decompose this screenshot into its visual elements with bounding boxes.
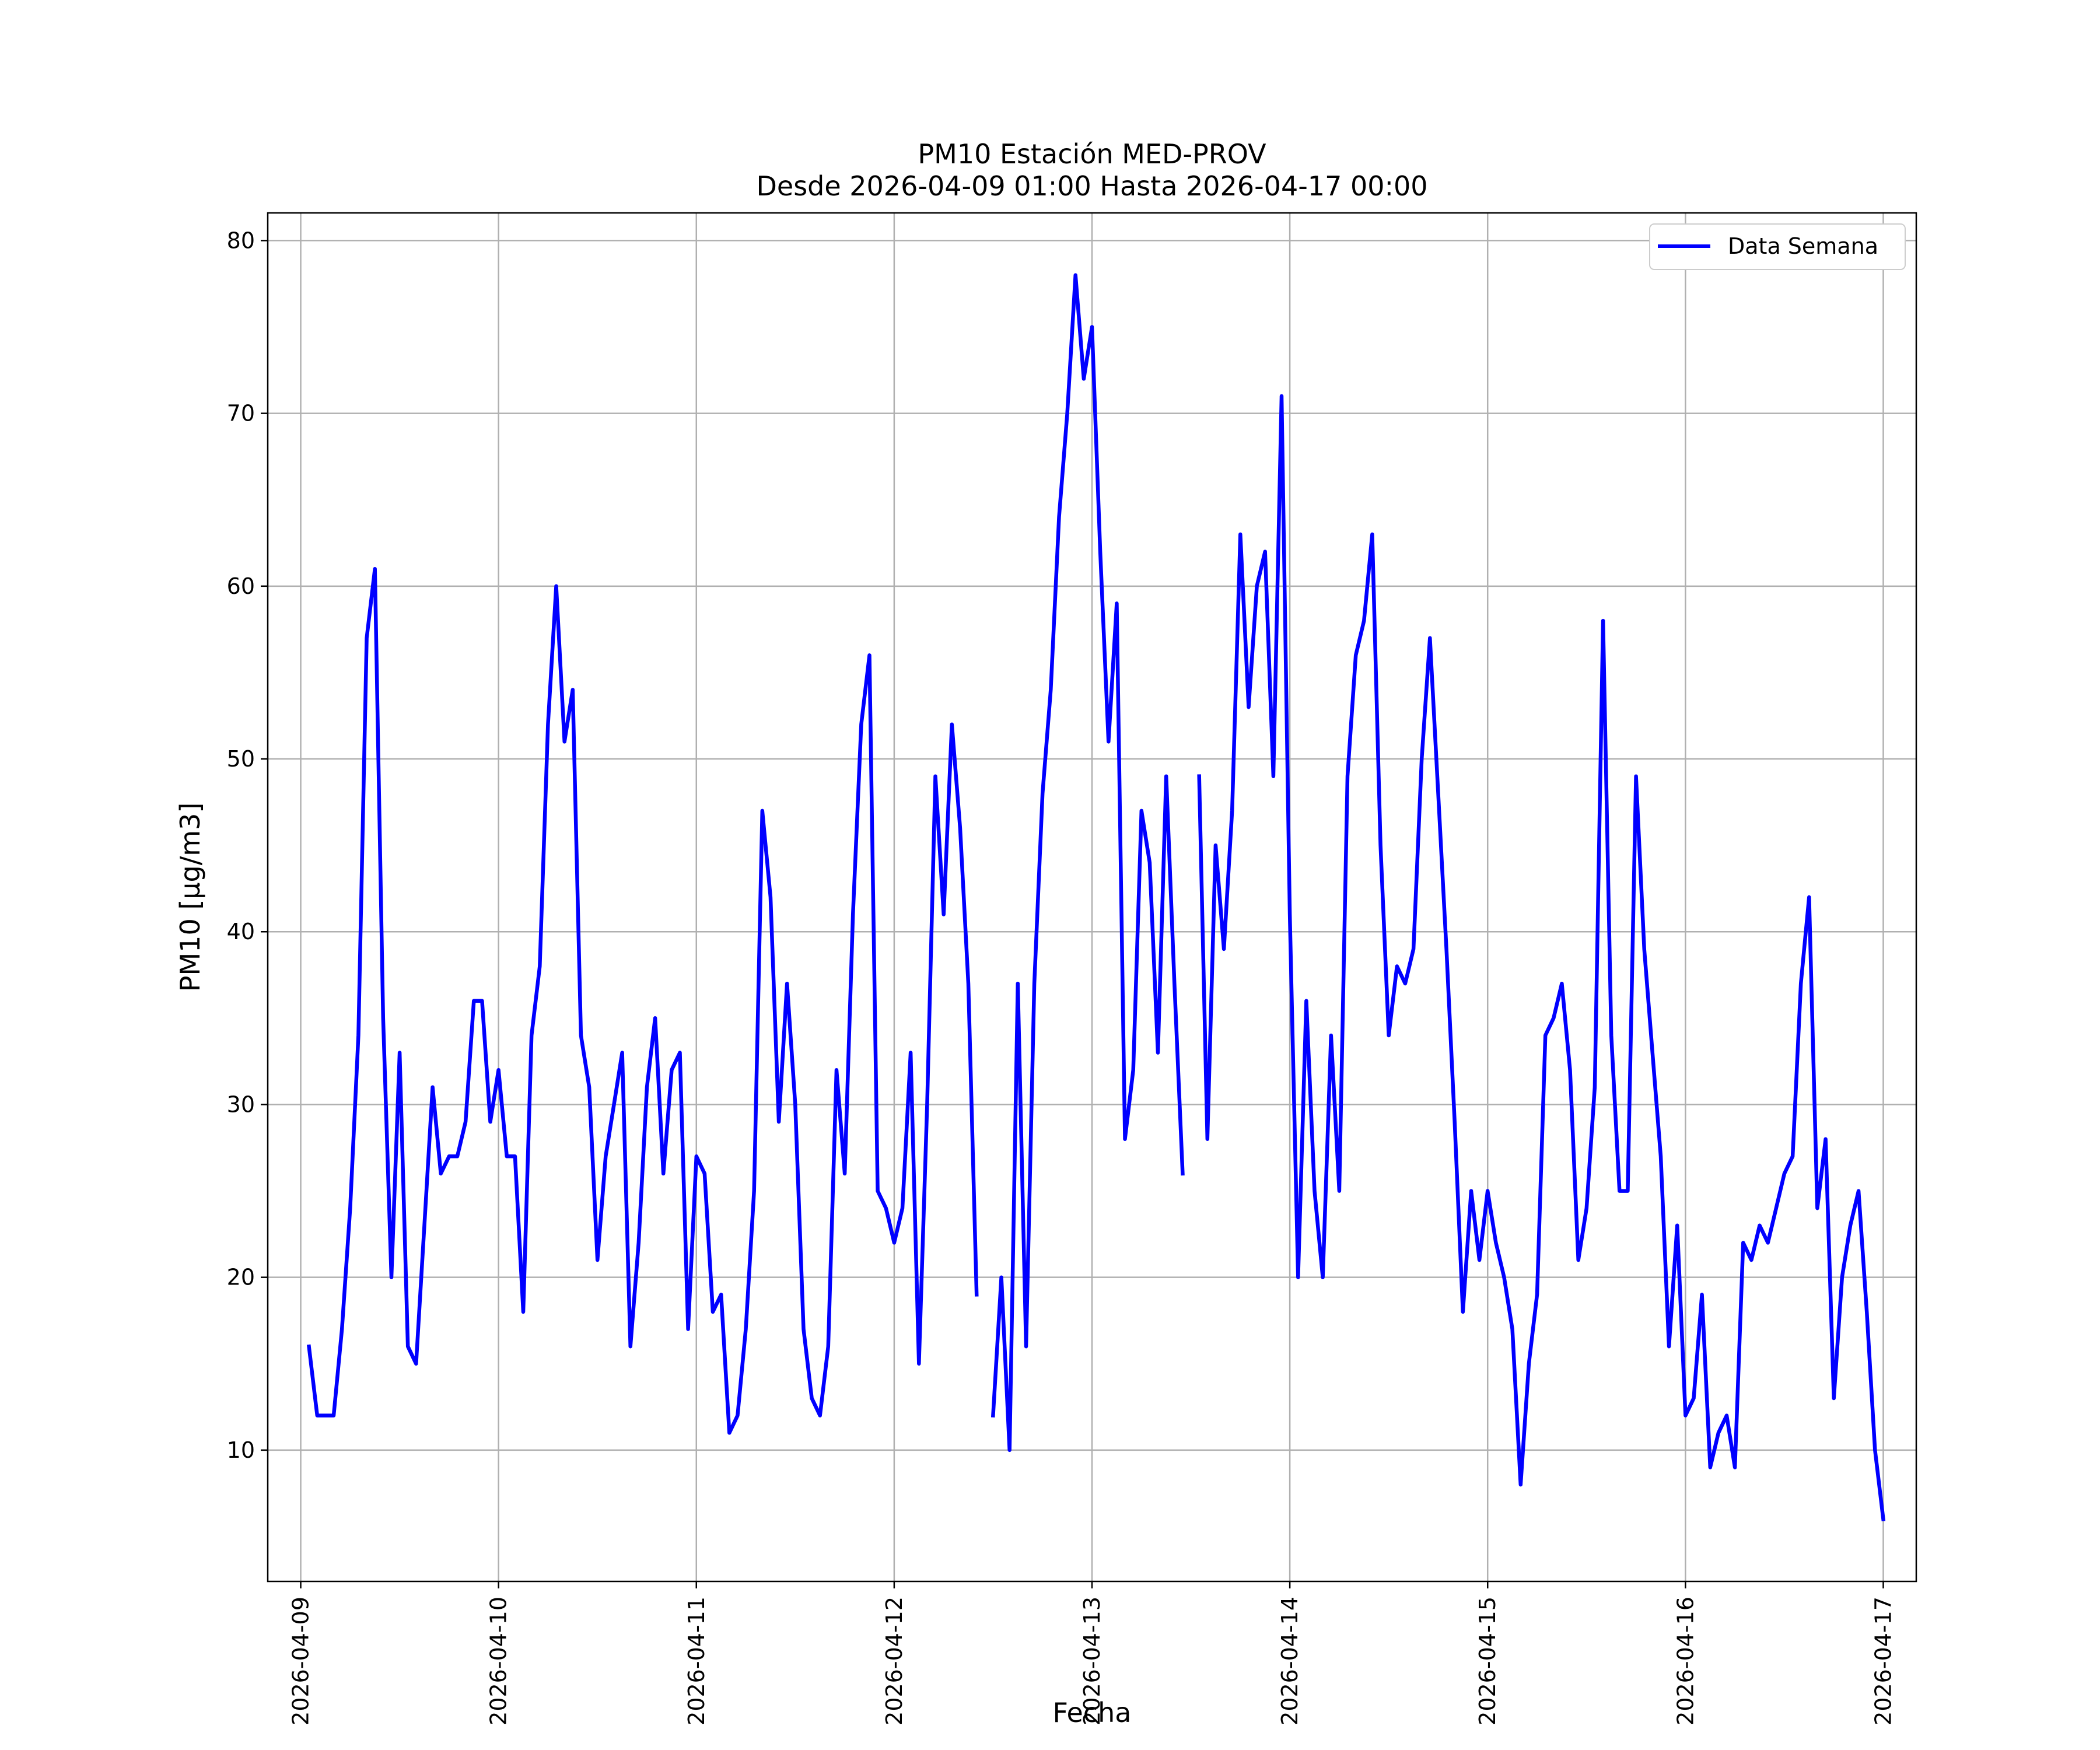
x-tick-label: 2026-04-12	[881, 1597, 907, 1726]
x-tick-label: 2026-04-17	[1870, 1597, 1896, 1726]
x-tick-label: 2026-04-13	[1079, 1597, 1105, 1726]
y-axis-label: PM10 [μg/m3]	[174, 803, 206, 992]
legend: Data Semana	[1649, 223, 1906, 270]
x-tick-label: 2026-04-10	[486, 1597, 512, 1726]
x-tick-label: 2026-04-16	[1672, 1597, 1698, 1726]
chart-title: PM10 Estación MED-PROV	[918, 138, 1266, 170]
y-tick-label: 40	[227, 919, 255, 944]
x-tick-label: 2026-04-09	[288, 1597, 314, 1726]
legend-label: Data Semana	[1728, 233, 1878, 259]
y-tick-label: 80	[227, 228, 255, 253]
legend-box	[1649, 223, 1906, 270]
y-axis-ticks: 10 20 30 40 50 60 70 80	[227, 228, 268, 1463]
x-tick-label: 2026-04-11	[684, 1597, 709, 1726]
x-tick-label: 2026-04-14	[1277, 1597, 1303, 1726]
series-lines	[306, 273, 1886, 1522]
series-line-data-semana	[306, 273, 1886, 1522]
x-axis-label: Fecha	[1053, 1697, 1132, 1728]
x-tick-label: 2026-04-15	[1475, 1597, 1500, 1726]
y-tick-label: 70	[227, 401, 255, 426]
y-tick-label: 60	[227, 573, 255, 599]
grid-lines	[268, 213, 1916, 1581]
chart-subtitle: Desde 2026-04-09 01:00 Hasta 2026-04-17 …	[756, 170, 1427, 202]
y-tick-label: 10	[227, 1437, 255, 1463]
y-tick-label: 30	[227, 1091, 255, 1117]
x-axis-ticks: 2026-04-09 2026-04-10 2026-04-11 2026-04-12…	[288, 1581, 1896, 1726]
y-tick-label: 50	[227, 746, 255, 772]
y-tick-label: 20	[227, 1265, 255, 1290]
